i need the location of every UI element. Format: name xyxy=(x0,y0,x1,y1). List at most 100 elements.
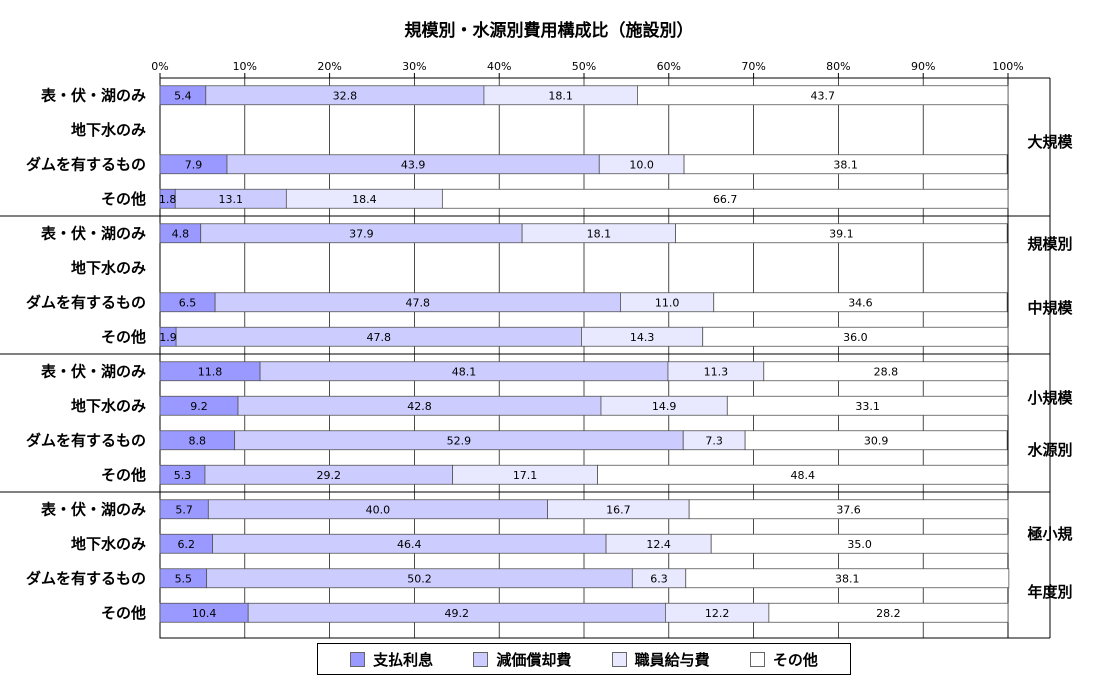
legend-swatch xyxy=(473,651,489,667)
data-label: 43.9 xyxy=(401,158,426,171)
x-tick-label: 90% xyxy=(911,60,935,73)
data-label: 29.2 xyxy=(317,469,342,482)
data-label: 13.1 xyxy=(219,193,244,206)
data-label: 30.9 xyxy=(864,434,889,447)
bar-segment xyxy=(683,154,1008,175)
data-label: 37.9 xyxy=(349,227,374,240)
data-label: 12.2 xyxy=(705,607,730,620)
category-label: 地下水のみ xyxy=(71,121,146,139)
x-tick-label: 10% xyxy=(233,60,257,73)
data-label: 18.1 xyxy=(587,227,612,240)
data-label: 35.0 xyxy=(847,538,872,551)
category-label: その他 xyxy=(101,190,146,208)
bar-segment xyxy=(597,464,1009,485)
side-label: 規模別 xyxy=(1027,235,1072,253)
data-label: 37.6 xyxy=(836,503,861,516)
bar-segment xyxy=(710,533,1009,554)
side-label: 年度別 xyxy=(1027,583,1072,601)
group-label: 極小規 xyxy=(1026,525,1072,543)
group-label: 小規模 xyxy=(1027,389,1073,407)
legend-swatch xyxy=(749,651,765,667)
x-tick-label: 60% xyxy=(657,60,681,73)
bar-segment xyxy=(713,292,1008,313)
bar-segment xyxy=(768,602,1009,623)
data-label: 47.8 xyxy=(406,296,431,309)
x-tick-label: 40% xyxy=(487,60,511,73)
category-label: 地下水のみ xyxy=(71,397,146,415)
legend-label: その他 xyxy=(772,650,818,669)
bar-segment xyxy=(763,361,1009,382)
data-label: 47.8 xyxy=(367,331,392,344)
data-label: 1.9 xyxy=(159,331,177,344)
chart-title: 規模別・水源別費用構成比（施設別） xyxy=(405,20,694,41)
labels: 0% 10% 20% 30% 40% 50% 60% 70% 80% 90% 100% 表・伏・湖のみ… xyxy=(26,60,1074,622)
legend-item: 職員給与費 xyxy=(611,649,710,670)
data-label: 11.8 xyxy=(198,365,223,378)
bar-segment xyxy=(702,326,1009,347)
data-label: 40.0 xyxy=(366,503,391,516)
legend-item: 支払利息 xyxy=(350,649,433,670)
legend-label: 職員給与費 xyxy=(634,650,710,669)
x-tick-label: 50% xyxy=(572,60,596,73)
side-label: 水源別 xyxy=(1027,441,1072,459)
bar-segment xyxy=(685,568,1010,589)
category-label: 地下水のみ xyxy=(71,535,146,553)
data-label: 5.3 xyxy=(174,469,192,482)
data-label: 34.6 xyxy=(848,296,873,309)
data-label: 4.8 xyxy=(172,227,190,240)
data-label: 66.7 xyxy=(713,193,738,206)
x-tick-label: 70% xyxy=(741,60,765,73)
x-tick-label: 80% xyxy=(826,60,850,73)
data-label: 11.0 xyxy=(655,296,680,309)
data-label: 43.7 xyxy=(810,89,835,102)
data-label: 5.4 xyxy=(174,89,192,102)
data-label: 8.8 xyxy=(189,434,207,447)
data-label: 46.4 xyxy=(397,538,422,551)
category-label: ダムを有するもの xyxy=(26,155,146,173)
category-label: 地下水のみ xyxy=(71,259,146,277)
data-label: 6.5 xyxy=(179,296,197,309)
data-label: 48.4 xyxy=(791,469,816,482)
category-label: 表・伏・湖のみ xyxy=(41,224,146,242)
bar-segment xyxy=(744,430,1008,451)
category-label: その他 xyxy=(101,328,146,346)
data-label: 50.2 xyxy=(407,572,432,585)
bars xyxy=(159,85,1010,623)
legend: 支払利息 減価償却費 職員給与費 その他 xyxy=(317,643,851,675)
data-label: 10.0 xyxy=(629,158,654,171)
data-label: 12.4 xyxy=(646,538,671,551)
category-label: ダムを有するもの xyxy=(26,293,146,311)
data-label: 7.3 xyxy=(705,434,723,447)
category-label: 表・伏・湖のみ xyxy=(41,500,146,518)
data-label: 9.2 xyxy=(190,400,208,413)
group-label: 中規模 xyxy=(1027,299,1073,317)
category-label: ダムを有するもの xyxy=(26,569,146,587)
data-label: 6.2 xyxy=(178,538,196,551)
data-label: 49.2 xyxy=(445,607,470,620)
data-label: 11.3 xyxy=(704,365,729,378)
x-tick-label: 30% xyxy=(402,60,426,73)
category-label: その他 xyxy=(101,604,146,622)
data-label: 17.1 xyxy=(513,469,538,482)
x-tick-label: 20% xyxy=(317,60,341,73)
data-label: 38.1 xyxy=(833,158,858,171)
data-label: 14.3 xyxy=(630,331,655,344)
data-label: 33.1 xyxy=(855,400,880,413)
group-label: 大規模 xyxy=(1027,133,1073,151)
bar-segment xyxy=(688,499,1009,520)
category-label: その他 xyxy=(101,466,146,484)
data-label: 5.5 xyxy=(175,572,193,585)
data-label: 6.3 xyxy=(650,572,668,585)
legend-label: 減価償却費 xyxy=(496,650,572,669)
data-label: 10.4 xyxy=(192,607,217,620)
bar-segment xyxy=(441,188,1009,209)
data-label: 48.1 xyxy=(452,365,477,378)
data-label: 52.9 xyxy=(447,434,472,447)
data-label: 32.8 xyxy=(333,89,358,102)
bar-segment xyxy=(637,85,1009,106)
category-label: 表・伏・湖のみ xyxy=(41,86,146,104)
data-label: 7.9 xyxy=(185,158,203,171)
data-label: 18.4 xyxy=(352,193,377,206)
legend-label: 支払利息 xyxy=(373,650,434,669)
